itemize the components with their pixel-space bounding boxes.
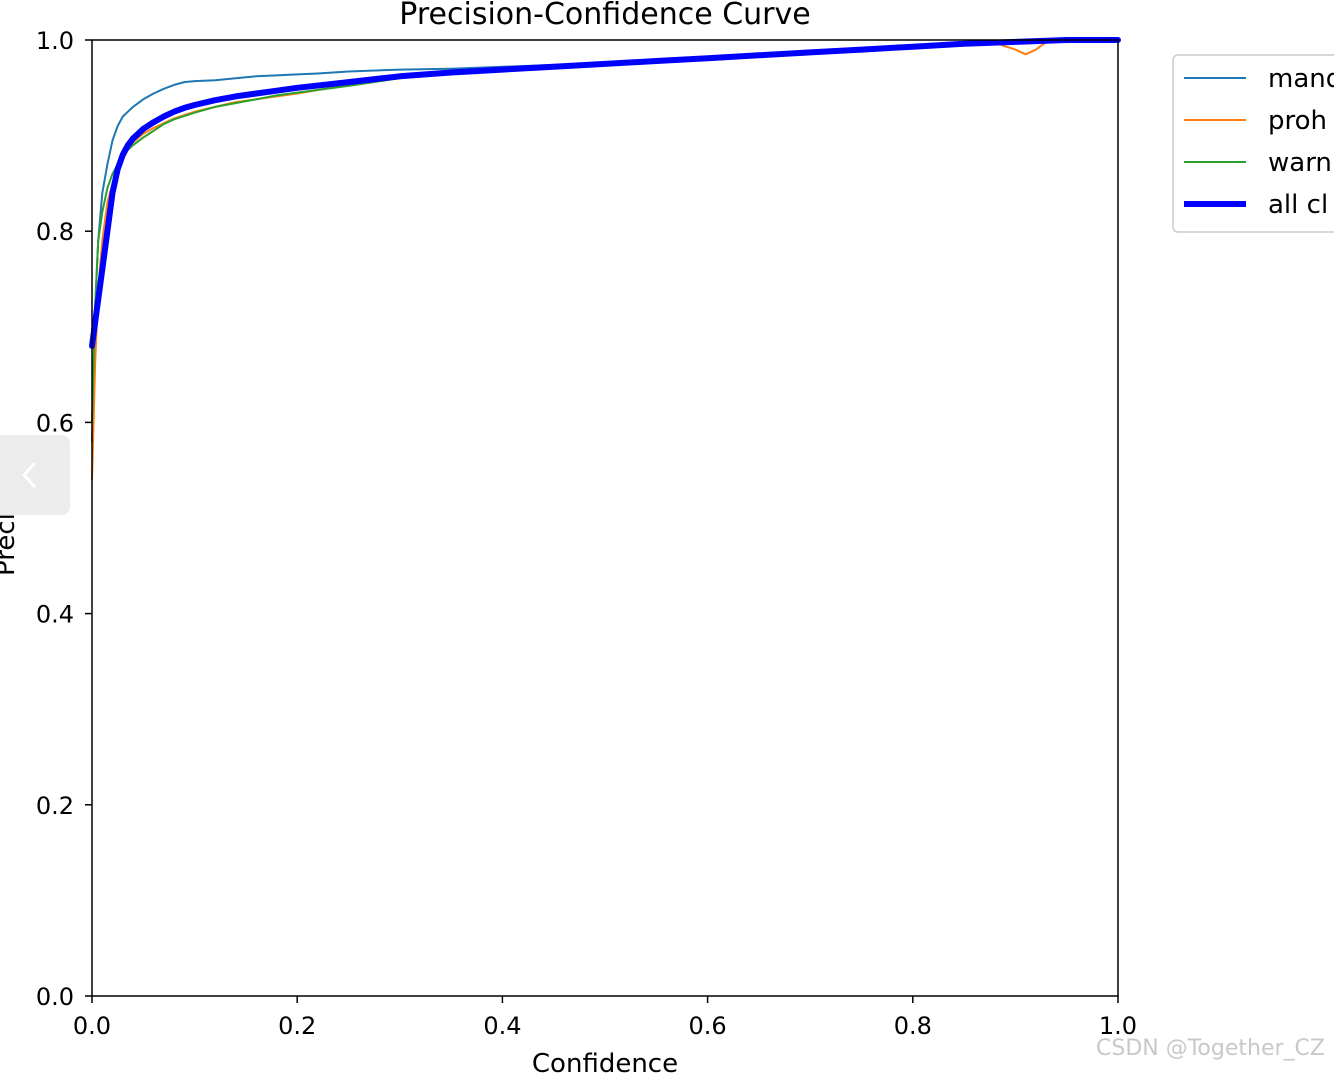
legend-label: mand <box>1268 64 1334 94</box>
series-line-all-cl <box>89 37 1121 349</box>
x-tick-label: 1.0 <box>1099 1012 1137 1040</box>
watermark: CSDN @Together_CZ <box>1096 1036 1325 1061</box>
x-tick-label: 0.4 <box>483 1012 521 1040</box>
y-tick-label: 1.0 <box>36 27 74 55</box>
legend-entries: mand proh warn all cl <box>1184 64 1334 220</box>
legend-label: warn <box>1268 148 1332 178</box>
curves-group <box>89 37 1121 481</box>
y-axis-ticks: 0.0 0.2 0.4 0.6 0.8 1.0 <box>36 27 92 1011</box>
x-axis-title: Confidence <box>532 1049 678 1074</box>
plot-frame <box>91 39 1119 997</box>
x-tick-label: 0.8 <box>894 1012 932 1040</box>
x-tick-label: 0.6 <box>689 1012 727 1040</box>
y-tick-label: 0.4 <box>36 601 74 629</box>
y-tick-label: 0.2 <box>36 792 74 820</box>
chevron-left-icon <box>22 462 36 488</box>
series-line-proh <box>91 39 1119 481</box>
y-tick-label: 0.6 <box>36 409 74 437</box>
x-tick-label: 0.0 <box>73 1012 111 1040</box>
chart-title: Precision-Confidence Curve <box>399 0 810 32</box>
legend-box <box>1172 54 1334 233</box>
legend-label: all cl <box>1268 190 1328 220</box>
y-tick-label: 0.0 <box>36 983 74 1011</box>
collapse-sidebar-tab[interactable] <box>0 435 70 515</box>
legend-label: proh <box>1268 106 1327 136</box>
y-tick-label: 0.8 <box>36 218 74 246</box>
legend: mand proh warn all cl <box>1172 54 1334 233</box>
x-tick-label: 0.2 <box>278 1012 316 1040</box>
x-axis-ticks: 0.0 0.2 0.4 0.6 0.8 1.0 <box>73 996 1137 1040</box>
